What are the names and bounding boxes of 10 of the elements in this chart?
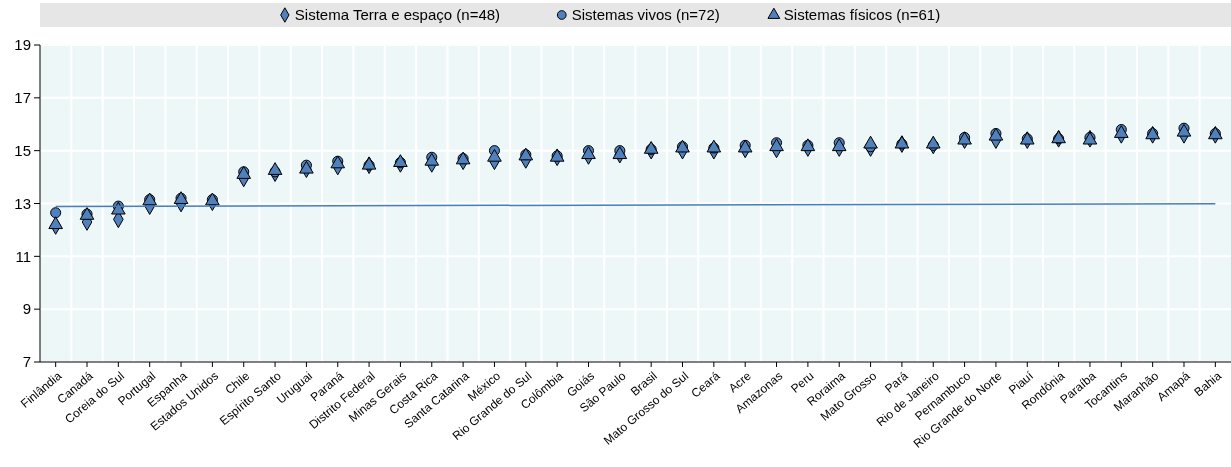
y-tick-label: 15 (14, 141, 31, 159)
y-tick-label: 7 (22, 353, 31, 371)
y-tick-label: 11 (15, 247, 31, 265)
legend-label: Sistemas físicos (n=61) (783, 6, 941, 23)
y-tick-label: 13 (14, 194, 31, 212)
legend-label: Sistemas vivos (n=72) (571, 6, 720, 23)
y-tick-label: 19 (14, 36, 31, 54)
legend-label: Sistema Terra e espaço (n=48) (294, 6, 501, 23)
y-tick-label: 17 (14, 89, 31, 107)
y-tick-label: 9 (22, 300, 31, 318)
